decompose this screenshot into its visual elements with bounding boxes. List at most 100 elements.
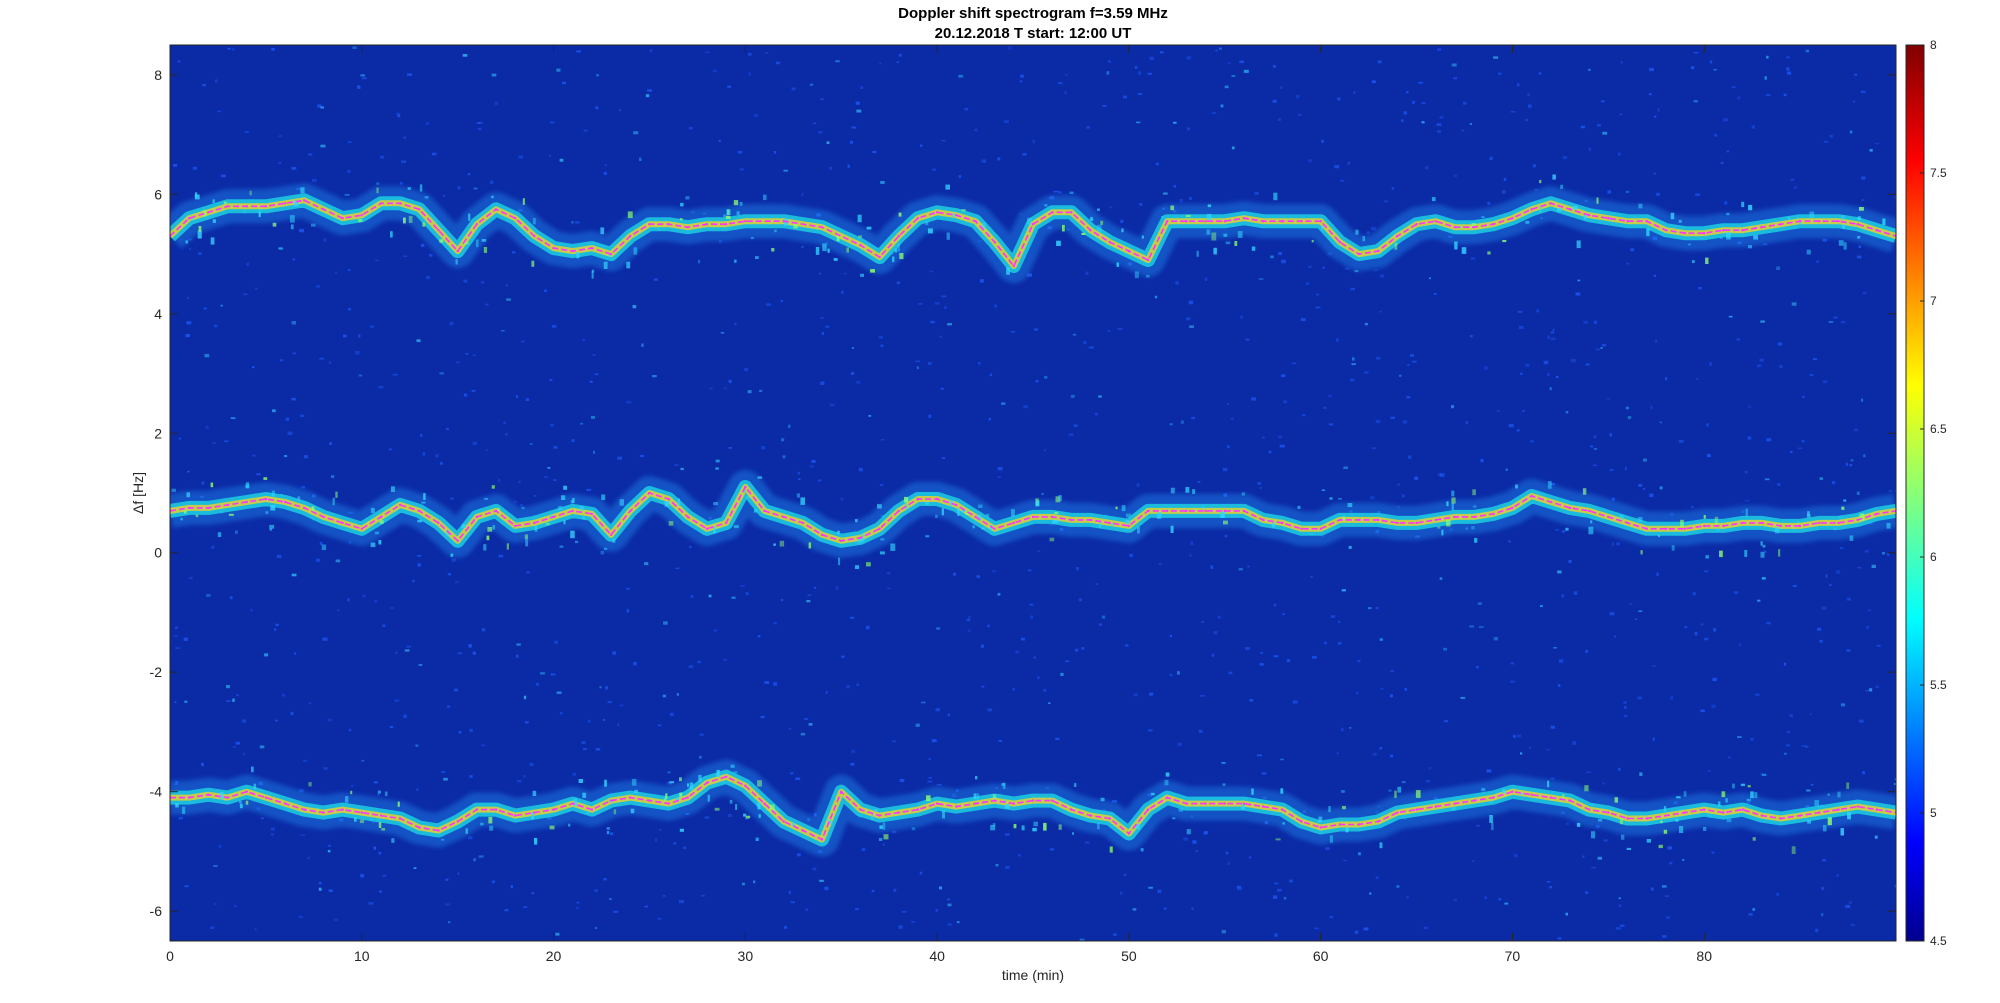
noise-speck [1690, 66, 1695, 70]
noise-speck [809, 465, 814, 468]
band-speck [1692, 260, 1695, 264]
noise-speck [1015, 650, 1019, 654]
band-speck [973, 793, 976, 799]
noise-speck [1737, 736, 1742, 738]
noise-speck [533, 495, 537, 497]
noise-speck [175, 647, 180, 649]
band-speck [899, 253, 904, 260]
noise-speck [1297, 505, 1301, 509]
noise-speck [1777, 342, 1783, 346]
band-speck [245, 482, 250, 489]
band-speck [1827, 793, 1830, 796]
trace-point [398, 202, 402, 205]
band-speck [879, 551, 885, 555]
noise-speck [1371, 226, 1376, 231]
band-speck [1013, 824, 1017, 829]
noise-speck [206, 594, 211, 597]
band-speck [1646, 839, 1651, 843]
noise-speck [1865, 689, 1870, 692]
noise-speck [1517, 310, 1523, 313]
band-speck [1882, 218, 1886, 225]
noise-speck [1532, 164, 1536, 168]
trace-point [782, 515, 785, 519]
band-speck [846, 247, 849, 253]
noise-speck [580, 422, 584, 425]
band-speck [217, 532, 222, 537]
noise-speck [1856, 491, 1860, 495]
noise-speck [373, 846, 376, 850]
noise-speck [1224, 85, 1229, 89]
band-speck [258, 211, 261, 217]
band-speck [815, 247, 820, 255]
noise-speck [1438, 473, 1442, 476]
noise-speck [347, 141, 352, 144]
band-speck [1273, 192, 1278, 201]
noise-speck [1874, 835, 1878, 839]
noise-speck [1183, 837, 1188, 841]
noise-speck [1149, 692, 1154, 696]
trace-point [1127, 249, 1131, 253]
noise-speck [1112, 933, 1117, 936]
noise-speck [1017, 854, 1021, 857]
noise-speck [925, 535, 930, 538]
band-speck [941, 508, 944, 516]
noise-speck [1609, 433, 1612, 437]
noise-speck [217, 110, 222, 113]
noise-speck [1191, 416, 1196, 420]
noise-speck [1425, 780, 1431, 783]
trace-point [1204, 220, 1207, 223]
noise-speck [183, 637, 188, 641]
band-speck [239, 803, 243, 809]
trace-point [1185, 802, 1188, 805]
noise-speck [740, 585, 745, 587]
noise-speck [1401, 494, 1405, 498]
noise-speck [1857, 566, 1862, 569]
band-speck [877, 504, 882, 509]
band-speck [758, 814, 761, 818]
noise-speck [543, 476, 549, 478]
band-speck [713, 526, 716, 534]
band-speck [735, 804, 738, 810]
noise-speck [1390, 670, 1394, 672]
noise-speck [463, 279, 468, 283]
noise-speck [745, 817, 749, 820]
noise-speck [606, 827, 610, 830]
noise-speck [1125, 644, 1129, 647]
trace-point [1415, 521, 1418, 525]
band-speck [1207, 204, 1212, 208]
noise-speck [329, 442, 332, 445]
band-speck [251, 766, 254, 773]
noise-speck [1273, 603, 1277, 607]
band-speck [1056, 520, 1060, 523]
noise-speck [576, 50, 581, 53]
noise-speck [653, 278, 658, 281]
noise-speck [1112, 800, 1117, 803]
noise-speck [218, 844, 222, 848]
noise-speck [992, 570, 996, 573]
noise-speck [202, 84, 206, 87]
band-speck [359, 819, 365, 824]
noise-speck [1849, 463, 1853, 467]
trace-point [1549, 202, 1553, 205]
noise-speck [1044, 375, 1048, 379]
trace-point [1588, 808, 1591, 811]
noise-speck [523, 906, 528, 908]
noise-speck [1501, 190, 1506, 194]
noise-speck [250, 608, 253, 612]
noise-speck [1480, 458, 1484, 463]
noise-speck [1894, 884, 1896, 888]
noise-speck [1403, 111, 1408, 115]
noise-speck [1102, 104, 1107, 107]
band-speck [1678, 219, 1682, 223]
noise-speck [1260, 651, 1263, 654]
noise-speck [781, 438, 785, 442]
noise-speck [1700, 709, 1705, 713]
band-speck [1081, 232, 1086, 235]
noise-speck [1550, 777, 1555, 780]
band-speck [186, 492, 190, 498]
band-speck [985, 513, 990, 518]
noise-speck [1854, 73, 1858, 76]
noise-speck [1618, 897, 1621, 900]
band-speck [1049, 537, 1055, 542]
trace-point [705, 223, 709, 226]
